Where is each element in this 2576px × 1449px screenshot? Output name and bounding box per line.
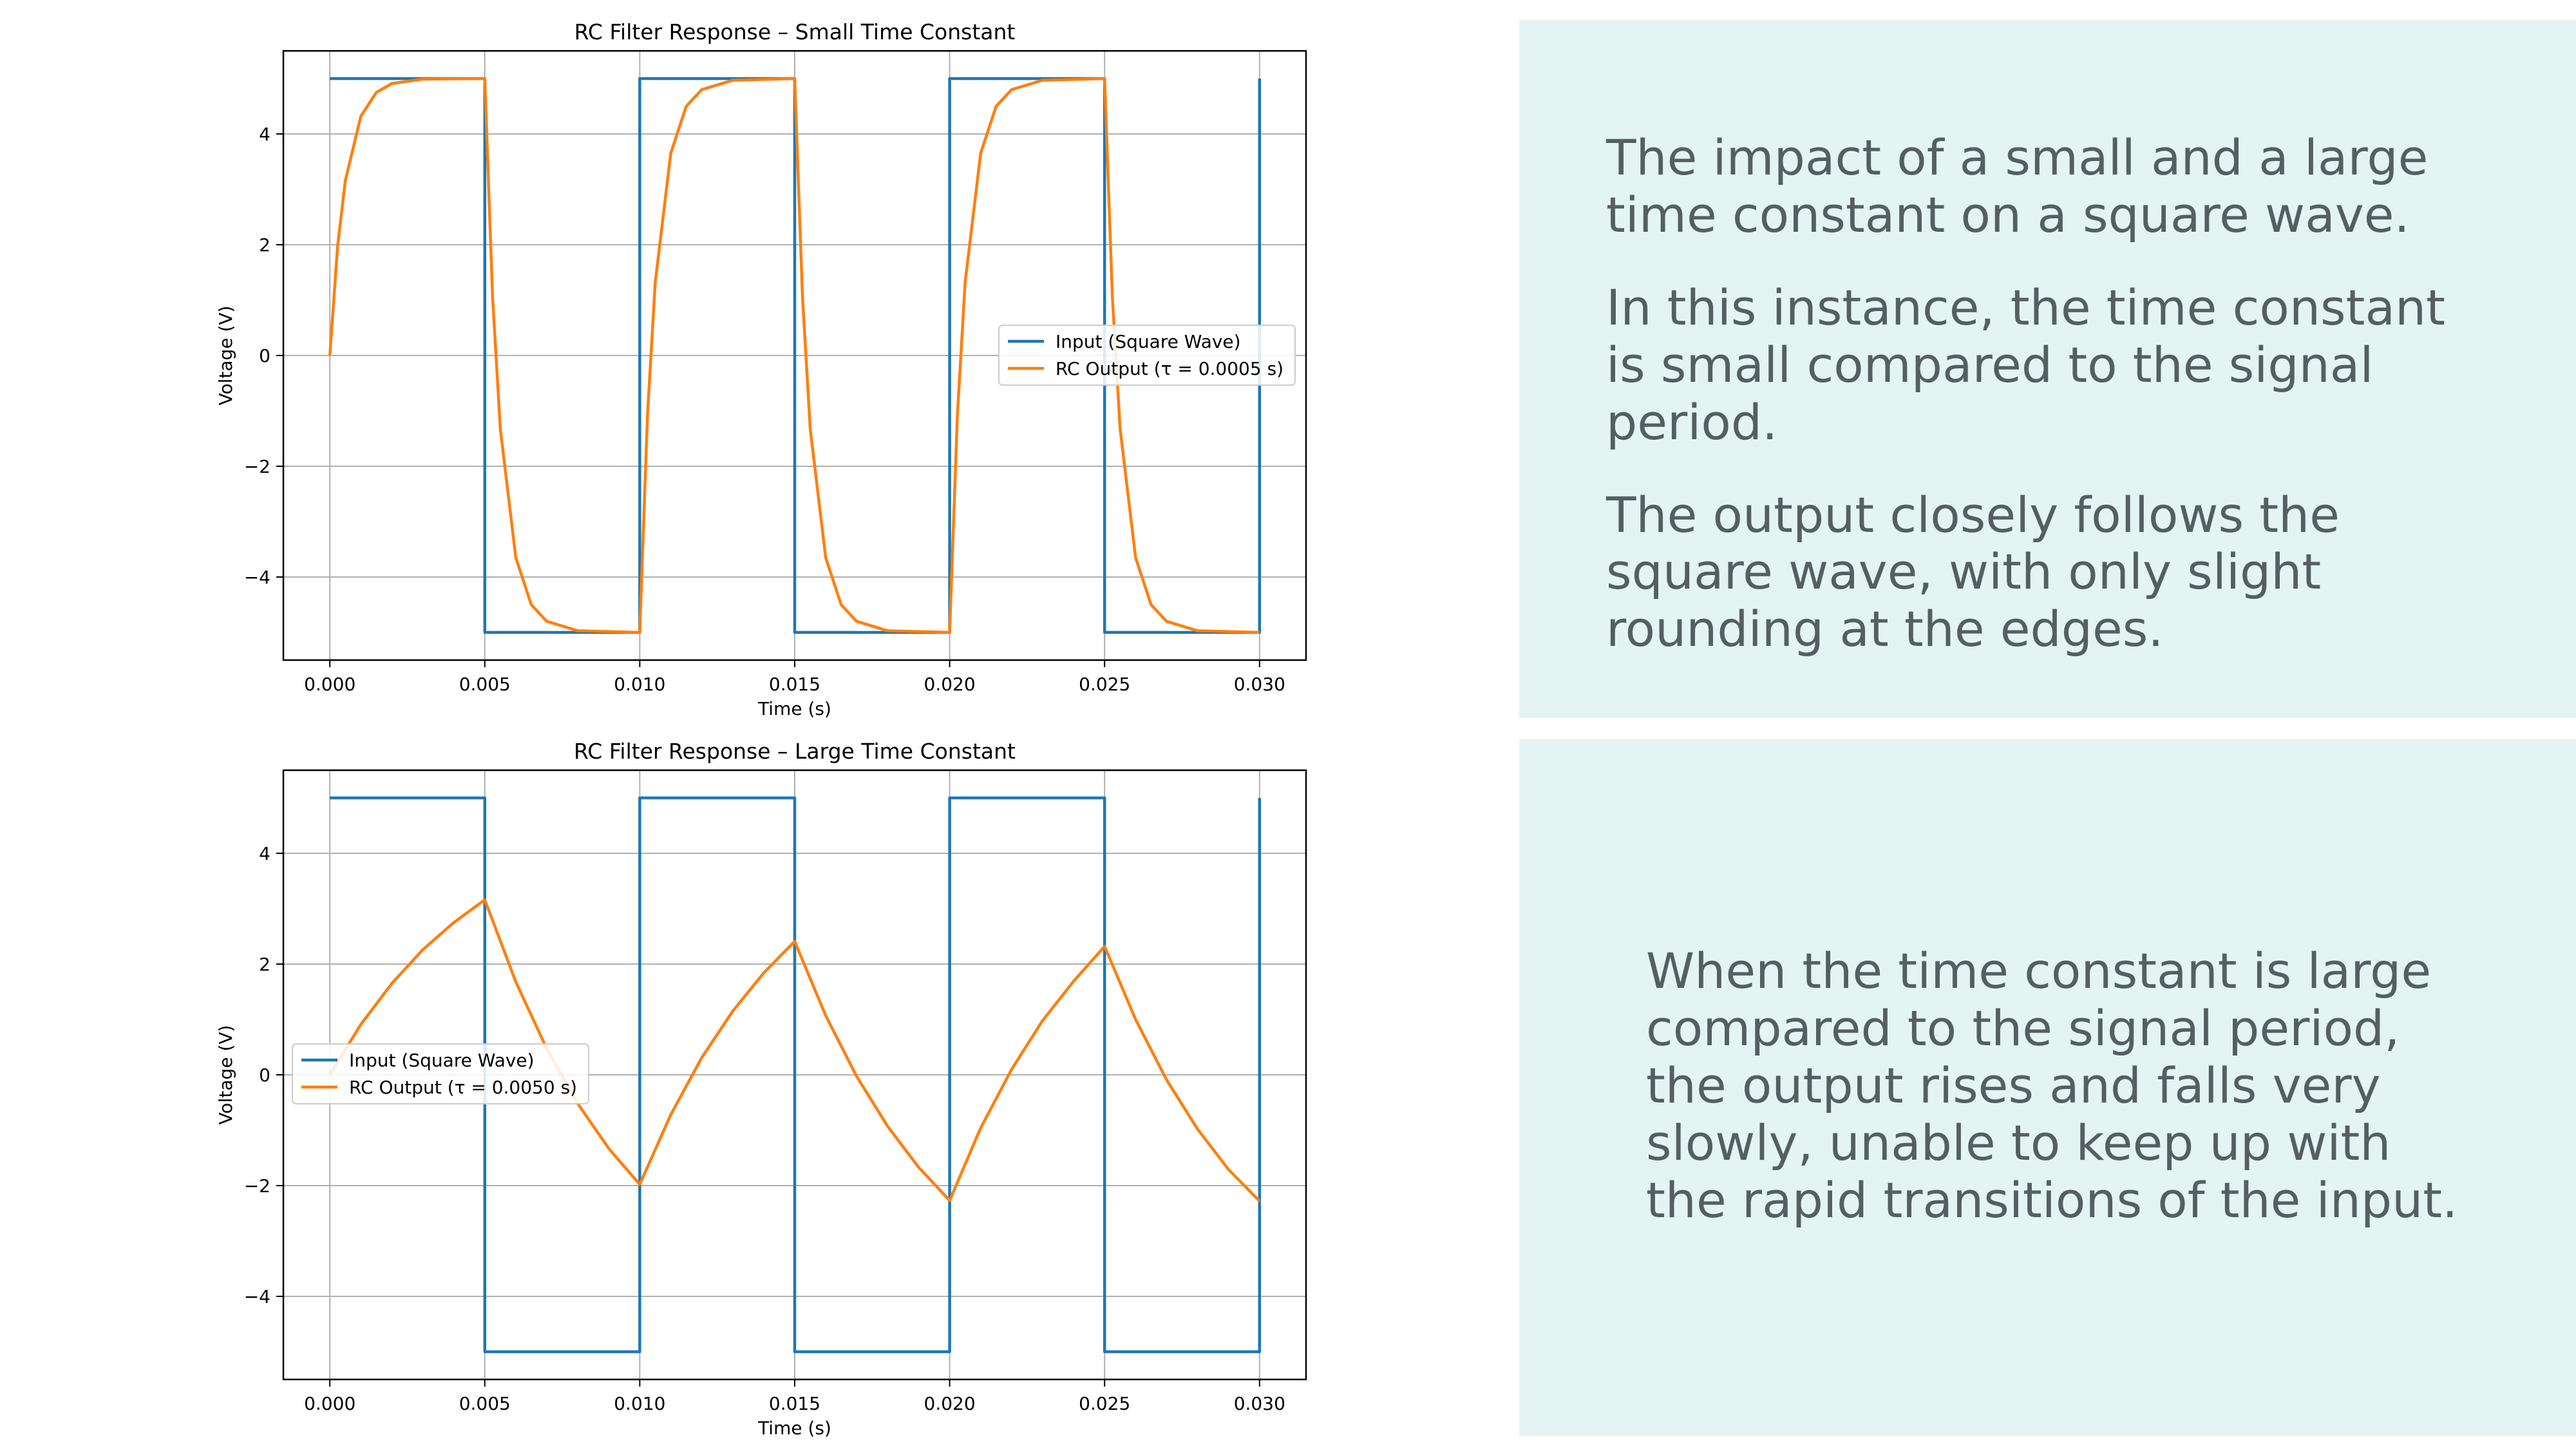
y-tick-label-4: 2 xyxy=(259,954,270,975)
y-tick-label-4: 2 xyxy=(259,234,270,256)
x-tick-label-6: 0.025 xyxy=(1079,674,1130,695)
x-tick-label-2: 0.005 xyxy=(459,1393,511,1414)
chart-title: RC Filter Response – Small Time Constant xyxy=(574,19,1016,44)
legend: Input (Square Wave) RC Output (τ = 0.0005… xyxy=(998,325,1296,386)
panel-top-paragraph-1: The impact of a small and a large time c… xyxy=(1606,129,2429,243)
x-tick-label-4: 0.015 xyxy=(769,674,820,695)
series-line-input xyxy=(330,796,1262,1354)
x-tick-label-2: 0.005 xyxy=(459,674,511,695)
y-tick-label-2: −2 xyxy=(244,456,270,477)
y-tick-label-3: 0 xyxy=(259,345,270,366)
series-line-output xyxy=(328,77,1260,634)
charts-svg: 0.000 0.005 0.010 0.015 0.020 0.025 0.030 −4 −2 0… xyxy=(215,19,1307,1439)
y-tick-label-1: −4 xyxy=(244,1286,270,1307)
panel-top-paragraph-2: In this instance, the time constant is s… xyxy=(1606,278,2445,451)
x-tick-label-7: 0.030 xyxy=(1234,1393,1285,1414)
chart-title: RC Filter Response – Large Time Constant xyxy=(574,739,1016,764)
charts-area: 0.000 0.005 0.010 0.015 0.020 0.025 0.030 −4 −2 0… xyxy=(215,19,1307,1439)
legend-label-1: Input (Square Wave) xyxy=(349,1050,535,1071)
x-tick-label-5: 0.020 xyxy=(924,674,976,695)
x-tick-label-3: 0.010 xyxy=(614,674,665,695)
series-line-output xyxy=(328,898,1261,1202)
y-axis-label: Voltage (V) xyxy=(215,306,236,406)
x-tick-label-1: 0.000 xyxy=(304,674,355,695)
chart-2: 0.000 0.005 0.010 0.015 0.020 0.025 0.030 −4 −2 0… xyxy=(215,739,1307,1439)
panel-top-paragraph-3: The output closely follows the square wa… xyxy=(1606,486,2340,658)
y-tick-label-2: −2 xyxy=(244,1175,270,1197)
legend: Input (Square Wave) RC Output (τ = 0.0050… xyxy=(292,1043,589,1104)
panel-bottom-paragraph-1: When the time constant is large compared… xyxy=(1646,942,2458,1229)
legend-box xyxy=(998,325,1296,386)
x-axis-label: Time (s) xyxy=(757,698,831,719)
y-axis-label: Voltage (V) xyxy=(215,1025,236,1125)
y-tick-label-3: 0 xyxy=(259,1065,270,1086)
x-tick-label-7: 0.030 xyxy=(1234,674,1285,695)
y-tick-label-5: 4 xyxy=(259,124,270,145)
legend-label-2: RC Output (τ = 0.0050 s) xyxy=(349,1077,577,1098)
x-tick-label-3: 0.010 xyxy=(614,1393,665,1414)
legend-label-1: Input (Square Wave) xyxy=(1056,331,1241,352)
chart-1: 0.000 0.005 0.010 0.015 0.020 0.025 0.030 −4 −2 0… xyxy=(215,19,1307,719)
x-tick-label-4: 0.015 xyxy=(769,1393,820,1414)
legend-box xyxy=(292,1043,589,1104)
legend-label-2: RC Output (τ = 0.0005 s) xyxy=(1056,358,1283,379)
x-axis-label: Time (s) xyxy=(757,1417,831,1439)
y-tick-label-1: −4 xyxy=(244,567,270,588)
x-tick-label-5: 0.020 xyxy=(924,1393,976,1414)
description-panel-top: The impact of a small and a large time c… xyxy=(1519,20,2576,718)
description-panel-bottom: When the time constant is large compared… xyxy=(1519,739,2576,1436)
x-tick-label-6: 0.025 xyxy=(1079,1393,1130,1414)
y-tick-label-5: 4 xyxy=(259,843,270,864)
x-tick-label-1: 0.000 xyxy=(304,1393,355,1414)
series-line-input xyxy=(330,77,1262,634)
